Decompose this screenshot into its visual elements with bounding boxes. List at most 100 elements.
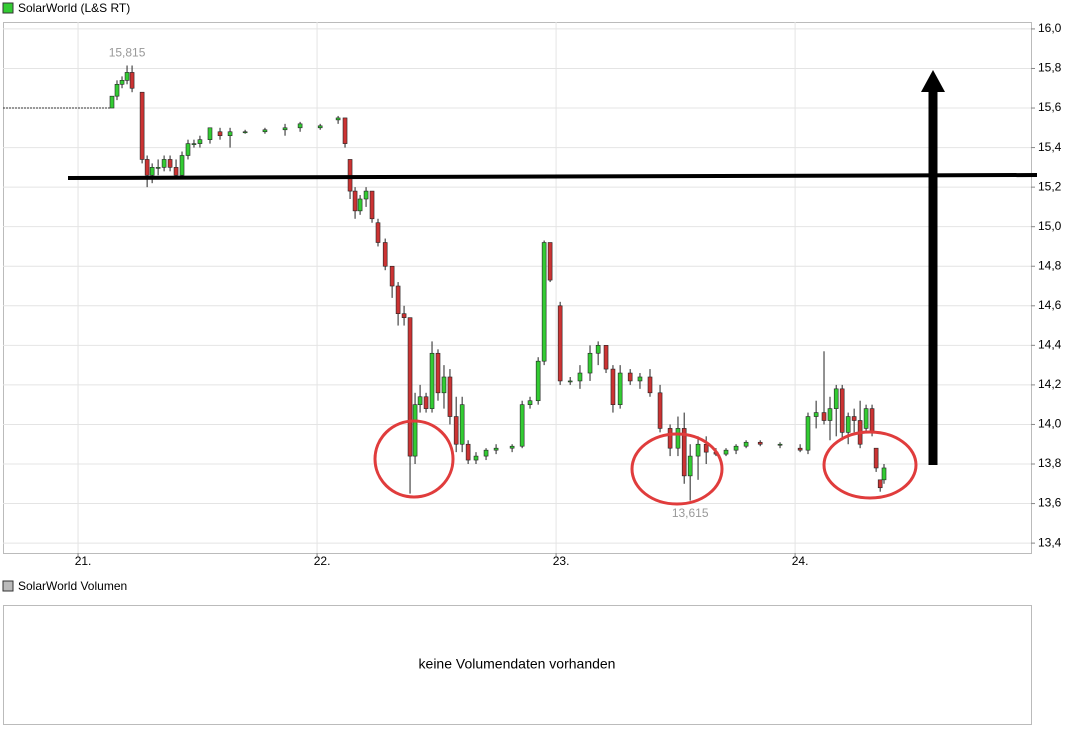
x-tick-label: 22. xyxy=(314,554,331,568)
candle-body xyxy=(603,345,609,370)
volume-message: keine Volumendaten vorhanden xyxy=(419,656,616,672)
candle-body xyxy=(357,198,363,212)
arrow-head xyxy=(921,70,945,92)
candle-body xyxy=(129,72,135,89)
highlight-circle xyxy=(630,432,724,506)
candle-body xyxy=(881,467,887,481)
x-tick-label: 21. xyxy=(75,554,92,568)
y-tick-label: 14,2 xyxy=(1038,377,1062,391)
candle-body xyxy=(637,376,643,382)
candle-body xyxy=(317,125,323,129)
candle-body xyxy=(335,117,341,121)
y-tick-label: 14,4 xyxy=(1038,338,1062,352)
candle-body xyxy=(873,447,879,469)
candle-body xyxy=(813,412,819,417)
candle-body xyxy=(877,479,883,489)
candle-body xyxy=(805,416,811,451)
candle-body xyxy=(845,416,851,433)
candle-body xyxy=(577,372,583,382)
candle-body xyxy=(681,428,687,477)
candle-body xyxy=(407,317,413,457)
x-tick-label: 23. xyxy=(553,554,570,568)
y-tick-label: 15,0 xyxy=(1038,219,1062,233)
candle-body xyxy=(459,404,465,445)
candle-body xyxy=(185,143,191,156)
candle-body xyxy=(509,445,515,449)
grid xyxy=(3,22,1031,553)
candle-body xyxy=(833,388,839,409)
candle-body xyxy=(493,447,499,451)
y-tick-label: 13,4 xyxy=(1038,535,1062,549)
candle-body xyxy=(179,155,185,176)
candle-body xyxy=(723,449,729,455)
candle-body xyxy=(197,139,203,144)
candle-body xyxy=(423,396,429,409)
candle-body xyxy=(109,95,115,109)
candle-body xyxy=(114,83,120,97)
candle-body xyxy=(144,159,150,176)
candle-body xyxy=(342,117,348,144)
candle-body xyxy=(851,416,857,421)
candle-body xyxy=(827,408,833,421)
candle-body xyxy=(587,352,593,374)
candle-body xyxy=(839,388,845,433)
candle-body xyxy=(567,380,573,383)
candle-body xyxy=(363,190,369,200)
candle-body xyxy=(207,127,213,140)
y-tick-label: 15,2 xyxy=(1038,179,1062,193)
candle-body xyxy=(191,143,197,145)
min-label: 13,615 xyxy=(672,506,709,520)
legend-swatch xyxy=(2,580,14,592)
candle-body xyxy=(435,352,441,394)
candle-body xyxy=(227,131,233,137)
candle-body xyxy=(155,167,161,169)
candle-body xyxy=(352,190,358,212)
candle-body xyxy=(610,368,616,405)
candle-body xyxy=(547,242,553,281)
candle-body xyxy=(703,443,709,453)
candle-body xyxy=(417,396,423,405)
y-tick-label: 15,4 xyxy=(1038,140,1062,154)
candle-body xyxy=(389,265,395,287)
x-tick-label: 24. xyxy=(792,554,809,568)
y-tick-label: 15,6 xyxy=(1038,100,1062,114)
volume-frame xyxy=(3,605,1032,725)
candle-body xyxy=(733,445,739,451)
candle-body xyxy=(429,352,435,409)
candle-body xyxy=(821,412,827,421)
candle-body xyxy=(395,285,401,315)
candle-body xyxy=(667,428,673,449)
y-tick-label: 15,8 xyxy=(1038,61,1062,75)
candle-body xyxy=(657,392,663,429)
candle-body xyxy=(595,345,601,354)
y-tick-label: 13,6 xyxy=(1038,496,1062,510)
candle-body xyxy=(519,404,525,447)
candle-body xyxy=(282,127,288,131)
volume-title: SolarWorld Volumen xyxy=(18,579,127,593)
candle-body xyxy=(173,167,179,176)
drawn-line xyxy=(67,173,1038,180)
candle-body xyxy=(527,400,533,405)
candle-body xyxy=(695,443,701,457)
candle-body xyxy=(124,72,130,81)
candle-body xyxy=(465,443,471,461)
y-tick-label: 14,0 xyxy=(1038,417,1062,431)
candle-body xyxy=(473,455,479,461)
candle-body xyxy=(412,404,418,457)
candle-body xyxy=(647,376,653,394)
candle-body xyxy=(167,159,173,168)
candle-body xyxy=(161,159,167,168)
candle-body xyxy=(453,416,459,445)
y-tick-label: 14,8 xyxy=(1038,258,1062,272)
chart-title: SolarWorld (L&S RT) xyxy=(18,1,130,15)
candle-body xyxy=(869,408,875,433)
plot-frame xyxy=(3,22,1032,554)
y-tick-label: 14,6 xyxy=(1038,298,1062,312)
candle-body xyxy=(557,305,563,382)
candle-body xyxy=(139,91,145,160)
candle-body xyxy=(617,372,623,405)
candle-body xyxy=(375,222,381,243)
y-tick-label: 16,0 xyxy=(1038,21,1062,35)
candle-body xyxy=(262,129,268,133)
